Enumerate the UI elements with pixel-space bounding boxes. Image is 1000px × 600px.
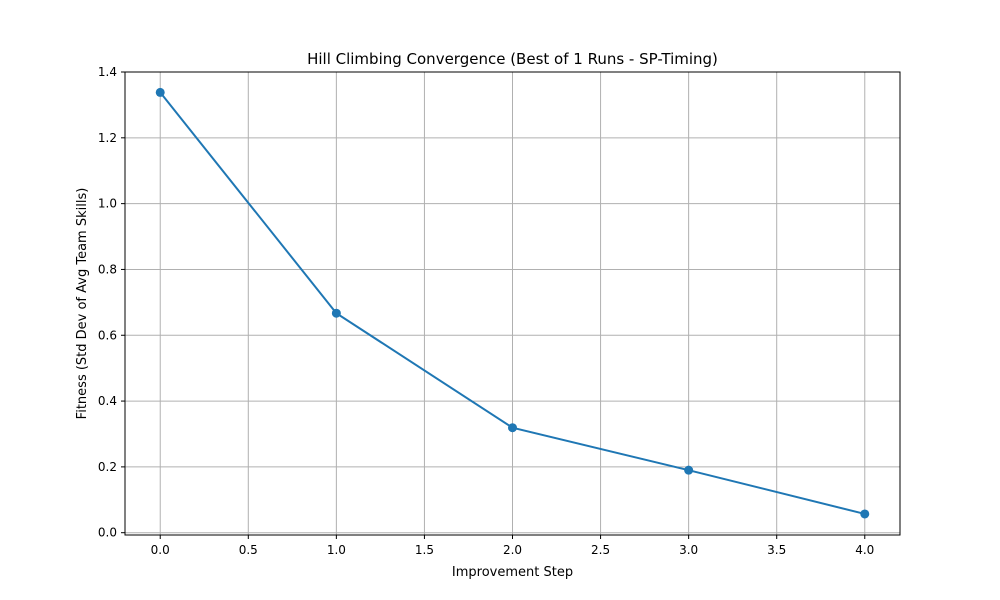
ticks: 0.0 0.5 1.0 1.5 2.0 2.5 3.0 3.5 4.0 0.0 0.2 0.4 0.6 0… (98, 65, 874, 557)
x-tick-label: 0.0 (151, 543, 170, 557)
y-tick-label: 1.4 (98, 65, 117, 79)
y-tick-label: 1.0 (98, 197, 117, 211)
y-tick-label: 1.2 (98, 131, 117, 145)
x-tick-label: 2.0 (503, 543, 522, 557)
y-tick-label: 0.0 (98, 526, 117, 540)
x-tick-label: 3.0 (679, 543, 698, 557)
y-tick-label: 0.2 (98, 460, 117, 474)
data-point (684, 465, 694, 475)
chart-title: Hill Climbing Convergence (Best of 1 Run… (307, 50, 718, 68)
y-tick-label: 0.4 (98, 394, 117, 408)
data-point (331, 308, 341, 318)
x-axis-label: Improvement Step (452, 565, 573, 580)
y-tick-label: 0.8 (98, 262, 117, 276)
y-axis-label: Fitness (Std Dev of Avg Team Skills) (75, 188, 90, 420)
series-layer (155, 87, 870, 519)
y-tick-label: 0.6 (98, 328, 117, 342)
x-tick-label: 1.5 (415, 543, 434, 557)
x-tick-label: 2.5 (591, 543, 610, 557)
data-point (155, 87, 165, 97)
x-tick-label: 3.5 (767, 543, 786, 557)
data-point (508, 423, 517, 433)
x-tick-label: 4.0 (855, 543, 874, 557)
x-tick-label: 1.0 (327, 543, 346, 557)
grid (125, 71, 900, 535)
data-point (860, 509, 870, 519)
x-tick-label: 0.5 (239, 543, 258, 557)
